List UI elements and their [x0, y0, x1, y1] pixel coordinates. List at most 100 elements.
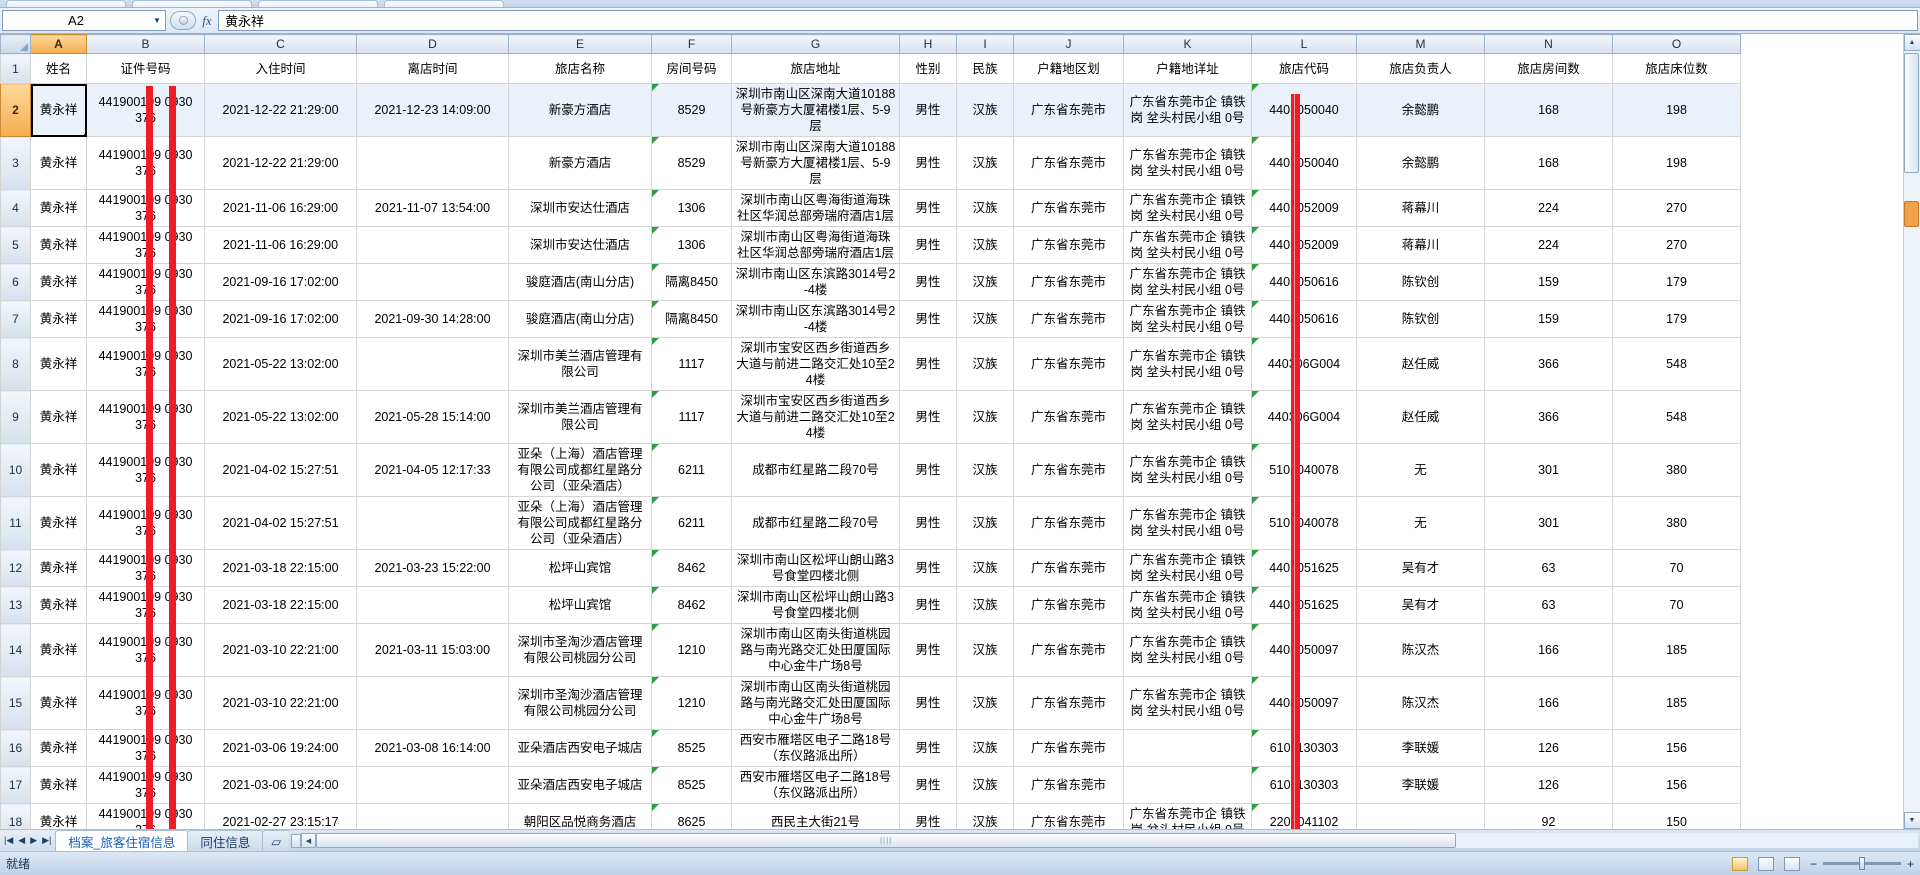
cell-hotel-address[interactable]: 深圳市南山区粤海街道海珠社区华润总部旁瑞府酒店1层 [731, 226, 900, 264]
cell-manager[interactable]: 赵任威 [1356, 390, 1485, 444]
cell-hotel[interactable]: 深圳市安达仕酒店 [508, 226, 652, 264]
cell-checkin[interactable]: 2021-09-16 17:02:00 [204, 263, 357, 301]
cell-hukou-region[interactable]: 广东省东莞市 [1013, 586, 1124, 624]
cell-manager[interactable]: 陈钦创 [1356, 263, 1485, 301]
cell-checkout[interactable] [356, 803, 509, 829]
cell-hukou-detail[interactable]: 广东省东莞市企 镇铁岗 坌头村民小组 0号 [1123, 337, 1252, 391]
cell-rooms[interactable]: 366 [1484, 390, 1613, 444]
cell-ethnicity[interactable]: 汉族 [956, 83, 1014, 137]
cell-hotel-address[interactable]: 深圳市南山区东滨路3014号2-4楼 [731, 300, 900, 338]
header-cell-hotel[interactable]: 旅店名称 [508, 53, 652, 84]
cell-rooms[interactable]: 63 [1484, 549, 1613, 587]
cell-ethnicity[interactable]: 汉族 [956, 586, 1014, 624]
cell-name[interactable]: 黄永祥 [30, 766, 87, 804]
cell-gender[interactable]: 男性 [899, 586, 957, 624]
cell-beds[interactable]: 380 [1612, 496, 1741, 550]
cell-checkout[interactable] [356, 136, 509, 190]
next-sheet-icon[interactable]: ▶ [30, 835, 38, 845]
cell-gender[interactable]: 男性 [899, 226, 957, 264]
cell-hotel-code[interactable]: 4403051625 [1251, 549, 1357, 587]
cell-manager[interactable]: 蒋幕川 [1356, 189, 1485, 227]
cell-hotel[interactable]: 亚朵（上海）酒店管理有限公司成都红星路分公司（亚朵酒店） [508, 443, 652, 497]
cell-hukou-detail[interactable]: 广东省东莞市企 镇铁岗 坌头村民小组 0号 [1123, 83, 1252, 137]
cell-checkout[interactable] [356, 496, 509, 550]
tab-split-handle[interactable] [290, 833, 301, 848]
cell-hotel-code[interactable]: 4403051625 [1251, 586, 1357, 624]
cell-name[interactable]: 黄永祥 [30, 390, 87, 444]
cell-hukou-detail[interactable] [1123, 729, 1252, 767]
cell-rooms[interactable]: 126 [1484, 729, 1613, 767]
header-cell-id-number[interactable]: 证件号码 [86, 53, 205, 84]
cell-hotel[interactable]: 深圳市美兰酒店管理有限公司 [508, 337, 652, 391]
cell-hotel-address[interactable]: 深圳市南山区深南大道10188号新豪方大厦裙楼1层、5-9层 [731, 136, 900, 190]
cell-manager[interactable]: 吴有才 [1356, 586, 1485, 624]
cell-beds[interactable]: 156 [1612, 729, 1741, 767]
cell-rooms[interactable]: 366 [1484, 337, 1613, 391]
cell-hotel[interactable]: 新豪方酒店 [508, 83, 652, 137]
cell-rooms[interactable]: 301 [1484, 496, 1613, 550]
cell-beds[interactable]: 548 [1612, 390, 1741, 444]
cell-checkin[interactable]: 2021-03-18 22:15:00 [204, 586, 357, 624]
cell-hukou-region[interactable]: 广东省东莞市 [1013, 390, 1124, 444]
cell-id-number[interactable]: 441900199 0930 376 [86, 676, 205, 730]
cell-checkin[interactable]: 2021-03-18 22:15:00 [204, 549, 357, 587]
cell-ethnicity[interactable]: 汉族 [956, 263, 1014, 301]
cell-beds[interactable]: 380 [1612, 443, 1741, 497]
column-header-E[interactable]: E [508, 34, 652, 54]
sheet-tab-archive[interactable]: 档案_旅客住宿信息 [55, 830, 189, 851]
cell-id-number[interactable]: 441900199 0930 376 [86, 586, 205, 624]
cell-checkin[interactable]: 2021-11-06 16:29:00 [204, 226, 357, 264]
cell-id-number[interactable]: 441900199 0930 376 [86, 337, 205, 391]
cell-name[interactable]: 黄永祥 [30, 729, 87, 767]
zoom-control[interactable]: − + [1810, 857, 1914, 871]
header-cell-gender[interactable]: 性别 [899, 53, 957, 84]
cell-beds[interactable]: 185 [1612, 676, 1741, 730]
cell-manager[interactable]: 陈钦创 [1356, 300, 1485, 338]
scroll-up-icon[interactable]: ▲ [1903, 34, 1920, 51]
cell-checkout[interactable] [356, 586, 509, 624]
vscroll-track[interactable] [1903, 51, 1920, 812]
cell-gender[interactable]: 男性 [899, 496, 957, 550]
cell-gender[interactable]: 男性 [899, 766, 957, 804]
cell-ethnicity[interactable]: 汉族 [956, 226, 1014, 264]
cell-hotel[interactable]: 亚朵（上海）酒店管理有限公司成都红星路分公司（亚朵酒店） [508, 496, 652, 550]
cell-manager[interactable]: 陈汉杰 [1356, 623, 1485, 677]
cell-id-number[interactable]: 441900199 0930 376 [86, 226, 205, 264]
select-all-corner[interactable] [0, 34, 31, 54]
cell-hukou-region[interactable]: 广东省东莞市 [1013, 803, 1124, 829]
cell-gender[interactable]: 男性 [899, 390, 957, 444]
cell-id-number[interactable]: 441900199 0930 376 [86, 300, 205, 338]
cell-id-number[interactable]: 441900199 0930 376 [86, 189, 205, 227]
cell-hukou-region[interactable]: 广东省东莞市 [1013, 226, 1124, 264]
row-header-11[interactable]: 11 [0, 496, 31, 550]
cell-hukou-detail[interactable]: 广东省东莞市企 镇铁岗 坌头村民小组 0号 [1123, 623, 1252, 677]
cell-gender[interactable]: 男性 [899, 136, 957, 190]
cell-hukou-detail[interactable]: 广东省东莞市企 镇铁岗 坌头村民小组 0号 [1123, 443, 1252, 497]
cell-name[interactable]: 黄永祥 [30, 496, 87, 550]
cell-checkout[interactable] [356, 337, 509, 391]
formula-input[interactable]: 黄永祥 [218, 10, 1918, 31]
cell-room[interactable]: 8462 [651, 549, 732, 587]
cell-checkin[interactable]: 2021-09-16 17:02:00 [204, 300, 357, 338]
name-box[interactable]: A2 ▼ [2, 10, 166, 31]
cell-hotel-code[interactable]: 4403052009 [1251, 226, 1357, 264]
cell-checkout[interactable]: 2021-09-30 14:28:00 [356, 300, 509, 338]
cell-hukou-region[interactable]: 广东省东莞市 [1013, 189, 1124, 227]
row-header-14[interactable]: 14 [0, 623, 31, 677]
column-header-J[interactable]: J [1013, 34, 1124, 54]
column-header-B[interactable]: B [86, 34, 205, 54]
cell-beds[interactable]: 548 [1612, 337, 1741, 391]
cell-manager[interactable]: 无 [1356, 496, 1485, 550]
cell-hotel-code[interactable]: 6101130303 [1251, 766, 1357, 804]
cell-id-number[interactable]: 441900199 0930 376 [86, 390, 205, 444]
cell-gender[interactable]: 男性 [899, 83, 957, 137]
ribbon-tab-chip[interactable] [384, 0, 504, 7]
header-cell-hotel-address[interactable]: 旅店地址 [731, 53, 900, 84]
ribbon-tab-chip[interactable] [258, 0, 378, 7]
header-cell-name[interactable]: 姓名 [30, 53, 87, 84]
cell-hukou-detail[interactable]: 广东省东莞市企 镇铁岗 坌头村民小组 0号 [1123, 496, 1252, 550]
cell-ethnicity[interactable]: 汉族 [956, 136, 1014, 190]
header-cell-beds[interactable]: 旅店床位数 [1612, 53, 1741, 84]
cell-checkin[interactable]: 2021-12-22 21:29:00 [204, 83, 357, 137]
cell-manager[interactable]: 李联媛 [1356, 729, 1485, 767]
